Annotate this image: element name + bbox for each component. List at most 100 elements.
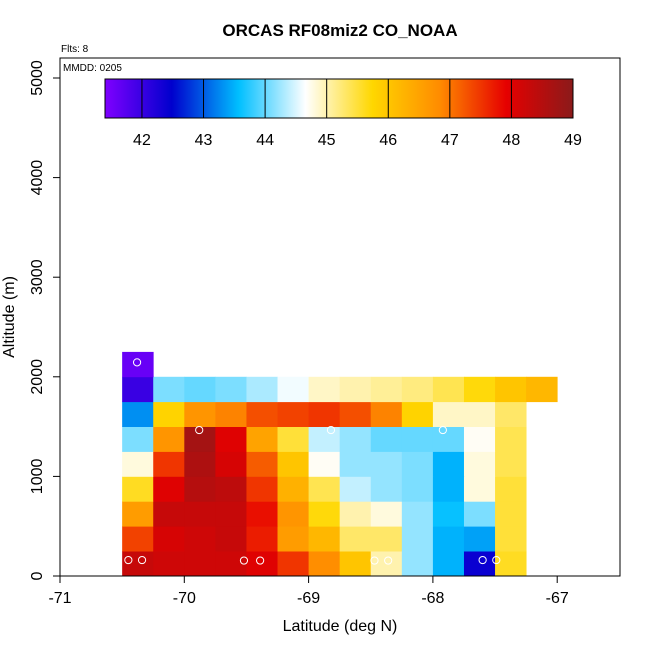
heatmap-cell — [463, 401, 496, 427]
observation-marker — [492, 555, 501, 565]
colorbar-tick-label: 42 — [133, 132, 151, 149]
observation-marker — [195, 425, 204, 435]
observation-marker — [370, 556, 379, 565]
x-tick-label: -70 — [173, 590, 196, 607]
x-tick-label: -68 — [421, 590, 444, 607]
y-tick-label: 0 — [29, 571, 46, 580]
heatmap-cell — [246, 426, 278, 452]
heatmap-cell — [277, 451, 309, 477]
heatmap-cell — [184, 451, 216, 477]
heatmap-cell — [495, 526, 527, 552]
heatmap-cell — [122, 426, 154, 452]
heatmap-cell — [246, 526, 278, 552]
colorbar-tick-label: 49 — [564, 132, 582, 149]
heatmap-cell — [215, 526, 247, 552]
heatmap-cell — [339, 451, 372, 477]
heatmap-cell — [308, 451, 341, 477]
heatmap-cell — [308, 376, 341, 403]
date-label: MMDD: 0205 — [63, 63, 122, 74]
heatmap-cell — [277, 476, 309, 502]
heatmap-cell — [339, 401, 372, 427]
observation-marker — [326, 425, 336, 435]
observation-marker — [438, 425, 447, 435]
colorbar-tick-label: 44 — [256, 132, 274, 149]
heatmap-cell — [401, 476, 434, 502]
heatmap-cell — [215, 451, 247, 477]
heatmap-cell — [370, 401, 403, 427]
observation-marker — [239, 556, 249, 565]
heatmap-cell — [277, 501, 309, 527]
heatmap-cell — [308, 476, 341, 502]
y-tick-label: 5000 — [29, 60, 46, 96]
heatmap-cell — [495, 501, 527, 527]
heatmap-cell — [246, 501, 278, 527]
heatmap-cell — [122, 451, 154, 477]
heatmap-cell — [339, 476, 372, 502]
heatmap-cell — [401, 501, 434, 527]
heatmap-cell — [184, 526, 216, 552]
heatmap-cell — [495, 426, 527, 452]
observation-marker — [132, 358, 142, 367]
y-tick-label: 3000 — [29, 259, 46, 295]
heatmap-cell — [153, 426, 185, 452]
heatmap-cell — [122, 476, 154, 502]
heatmap-cell — [339, 551, 372, 577]
x-tick-label: -67 — [546, 590, 569, 607]
heatmap-cell — [370, 501, 403, 527]
heatmap-cell — [463, 476, 496, 502]
heatmap-cell — [432, 376, 465, 403]
heatmap-cell — [401, 376, 434, 403]
heatmap-cell — [153, 551, 185, 577]
heatmap-cell — [215, 426, 247, 452]
heatmap-cell — [339, 526, 372, 552]
colorbar-tick-label: 45 — [318, 132, 336, 149]
x-tick-label: -71 — [48, 590, 71, 607]
heatmap-cell — [277, 426, 309, 452]
heatmap-cell — [495, 401, 527, 427]
colorbar-tick-label: 46 — [379, 132, 397, 149]
heatmap-cell — [401, 426, 434, 452]
heatmap-cell — [432, 551, 465, 577]
y-axis: 0 1000 2000 3000 4000 5000 — [29, 60, 60, 580]
heatmap-cell — [432, 451, 465, 477]
y-tick-label: 1000 — [29, 459, 46, 495]
heatmap-cell — [122, 376, 154, 403]
heatmap-cell — [495, 551, 527, 577]
heatmap-cell — [339, 501, 372, 527]
heatmap-cell — [184, 376, 216, 403]
heatmap-cells — [122, 351, 558, 577]
heatmap-cell — [246, 401, 278, 427]
heatmap-cell — [122, 526, 154, 552]
heatmap-cell — [153, 501, 185, 527]
heatmap-cell — [432, 401, 465, 427]
colorbar-tick-label: 47 — [441, 132, 459, 149]
heatmap-cell — [277, 526, 309, 552]
heatmap-cell — [122, 501, 154, 527]
heatmap-cell — [308, 526, 341, 552]
heatmap-cell — [184, 476, 216, 502]
heatmap-cell — [432, 526, 465, 552]
heatmap-cell — [495, 376, 527, 403]
heatmap-cell — [463, 551, 496, 577]
heatmap-cell — [308, 501, 341, 527]
x-axis-label: Latitude (deg N) — [283, 618, 398, 635]
observation-markers — [124, 358, 501, 565]
heatmap-cell — [215, 501, 247, 527]
heatmap-cell — [526, 376, 558, 403]
heatmap-cell — [277, 401, 309, 427]
heatmap-cell — [184, 401, 216, 427]
y-tick-label: 2000 — [29, 359, 46, 395]
heatmap-cell — [246, 376, 278, 403]
colorbar — [104, 78, 574, 119]
y-axis-label: Altitude (m) — [1, 276, 18, 358]
heatmap-cell — [432, 426, 465, 452]
heatmap-cell — [308, 426, 341, 452]
colorbar-tick-label: 43 — [195, 132, 213, 149]
heatmap-cell — [463, 426, 496, 452]
heatmap-cell — [122, 351, 154, 378]
heatmap-cell — [401, 526, 434, 552]
heatmap-cell — [401, 551, 434, 577]
heatmap-cell — [495, 451, 527, 477]
heatmap-cell — [215, 376, 247, 403]
